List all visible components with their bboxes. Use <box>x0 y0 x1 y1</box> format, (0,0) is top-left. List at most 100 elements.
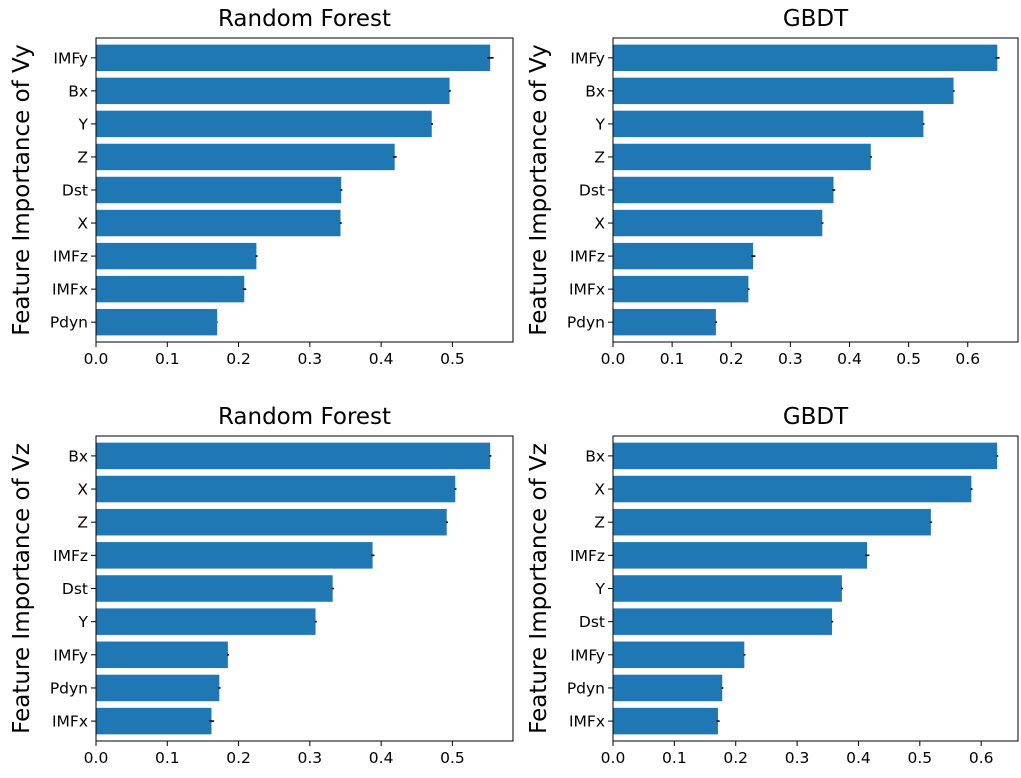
bar-imfz <box>96 542 373 569</box>
x-tick-label: 0.4 <box>846 749 871 767</box>
chart-title: Random Forest <box>218 6 391 32</box>
bar-bx <box>96 77 450 105</box>
x-tick-label: 0.0 <box>601 350 626 368</box>
x-tick-label: 0.6 <box>969 749 994 767</box>
bar-imfz <box>613 542 868 569</box>
x-tick-label: 0.5 <box>896 350 921 368</box>
x-tick-label: 0.4 <box>369 749 394 767</box>
bar-imfx <box>96 275 245 303</box>
y-tick-label: Bx <box>585 82 605 100</box>
y-axis-label: Feature Importance of Vy <box>526 44 552 336</box>
y-tick-label: IMFx <box>52 281 88 299</box>
bar-bx <box>613 442 998 470</box>
y-tick-label: IMFy <box>53 646 88 664</box>
bar-pdyn <box>96 308 218 336</box>
bar-y <box>96 608 316 635</box>
y-tick-label: IMFz <box>570 547 605 565</box>
bar-imfx <box>96 707 212 735</box>
bar-y <box>613 110 924 138</box>
bar-imfz <box>96 242 257 270</box>
bar-z <box>613 143 871 171</box>
y-tick-label: Pdyn <box>50 314 88 332</box>
y-tick-label: IMFz <box>53 547 88 565</box>
bar-dst <box>96 176 342 204</box>
y-tick-label: IMFy <box>53 49 88 67</box>
bar-bx <box>613 77 954 105</box>
chart-title: GBDT <box>783 6 849 32</box>
bar-dst <box>613 176 834 204</box>
x-tick-label: 0.2 <box>226 749 251 767</box>
y-tick-label: Z <box>77 148 88 166</box>
x-tick-label: 0.4 <box>369 350 394 368</box>
bar-imfx <box>613 707 718 735</box>
axes-frame <box>612 37 1019 343</box>
bar-imfy <box>96 44 491 72</box>
x-tick-label: 0.4 <box>837 350 862 368</box>
axes-frame <box>95 435 514 742</box>
y-tick-label: Dst <box>62 580 88 598</box>
bar-pdyn <box>613 674 723 702</box>
y-tick-label: Y <box>595 580 606 598</box>
y-tick-label: IMFx <box>569 281 605 299</box>
y-tick-label: IMFy <box>570 49 605 67</box>
bar-bx <box>96 442 491 470</box>
chart-panel-4: GBDT Feature Importance of Vz Bx XZ IMFz Y Dst… <box>526 404 1019 767</box>
bar-pdyn <box>96 674 220 702</box>
x-tick-label: 0.3 <box>298 350 323 368</box>
bar-z <box>96 143 395 171</box>
y-tick-label: Bx <box>585 447 605 465</box>
bar-y <box>96 110 432 138</box>
x-tick-label: 0.2 <box>226 350 251 368</box>
x-tick-label: 0.0 <box>84 350 109 368</box>
bar-x <box>96 209 341 237</box>
y-tick-label: X <box>77 481 88 499</box>
axes-frame <box>95 37 514 343</box>
y-tick-label: Z <box>594 148 605 166</box>
x-tick-label: 0.6 <box>955 350 980 368</box>
chart-panel-3: Random Forest Feature Importance of Vz Bx X… <box>9 404 514 767</box>
y-axis-label: Feature Importance of Vz <box>526 443 552 734</box>
y-tick-label: Z <box>594 514 605 532</box>
y-tick-label: IMFz <box>570 248 605 266</box>
x-tick-label: 0.2 <box>723 749 748 767</box>
chart-title: Random Forest <box>218 404 391 430</box>
y-tick-label: Bx <box>68 82 88 100</box>
bar-x <box>96 475 456 503</box>
y-tick-label: X <box>77 215 88 233</box>
bar-x <box>613 209 823 237</box>
y-tick-label: IMFz <box>53 248 88 266</box>
y-tick-label: X <box>594 215 605 233</box>
x-tick-label: 0.1 <box>155 749 180 767</box>
x-tick-label: 0.3 <box>778 350 803 368</box>
chart-panel-1: Random Forest Feature Importance of Vy IMF… <box>9 6 514 368</box>
y-tick-label: Pdyn <box>50 679 88 697</box>
axes-frame <box>612 435 1019 742</box>
x-tick-label: 0.5 <box>440 350 465 368</box>
bar-y <box>613 575 842 602</box>
y-tick-label: Dst <box>579 182 605 200</box>
bar-imfy <box>613 44 998 72</box>
bar-imfz <box>613 242 754 270</box>
x-tick-label: 0.5 <box>907 749 932 767</box>
x-tick-label: 0.1 <box>155 350 180 368</box>
bar-imfy <box>613 641 745 669</box>
x-tick-label: 0.1 <box>662 749 687 767</box>
x-tick-label: 0.1 <box>660 350 685 368</box>
y-tick-label: Z <box>77 514 88 532</box>
y-tick-label: IMFy <box>570 646 605 664</box>
y-axis-label: Feature Importance of Vz <box>9 443 35 734</box>
y-tick-label: Bx <box>68 447 88 465</box>
x-tick-label: 0.0 <box>601 749 626 767</box>
y-tick-label: Pdyn <box>567 679 605 697</box>
bar-dst <box>96 575 333 602</box>
y-tick-label: Y <box>78 115 89 133</box>
y-axis-label: Feature Importance of Vy <box>9 44 35 336</box>
y-tick-label: Y <box>595 115 606 133</box>
y-tick-label: X <box>594 481 605 499</box>
chart-title: GBDT <box>783 404 849 430</box>
x-tick-label: 0.5 <box>440 749 465 767</box>
chart-panel-2: GBDT Feature Importance of Vy IMFy Bx YZ Dst X… <box>526 6 1019 368</box>
y-tick-label: Y <box>78 613 89 631</box>
y-tick-label: IMFx <box>52 713 88 731</box>
